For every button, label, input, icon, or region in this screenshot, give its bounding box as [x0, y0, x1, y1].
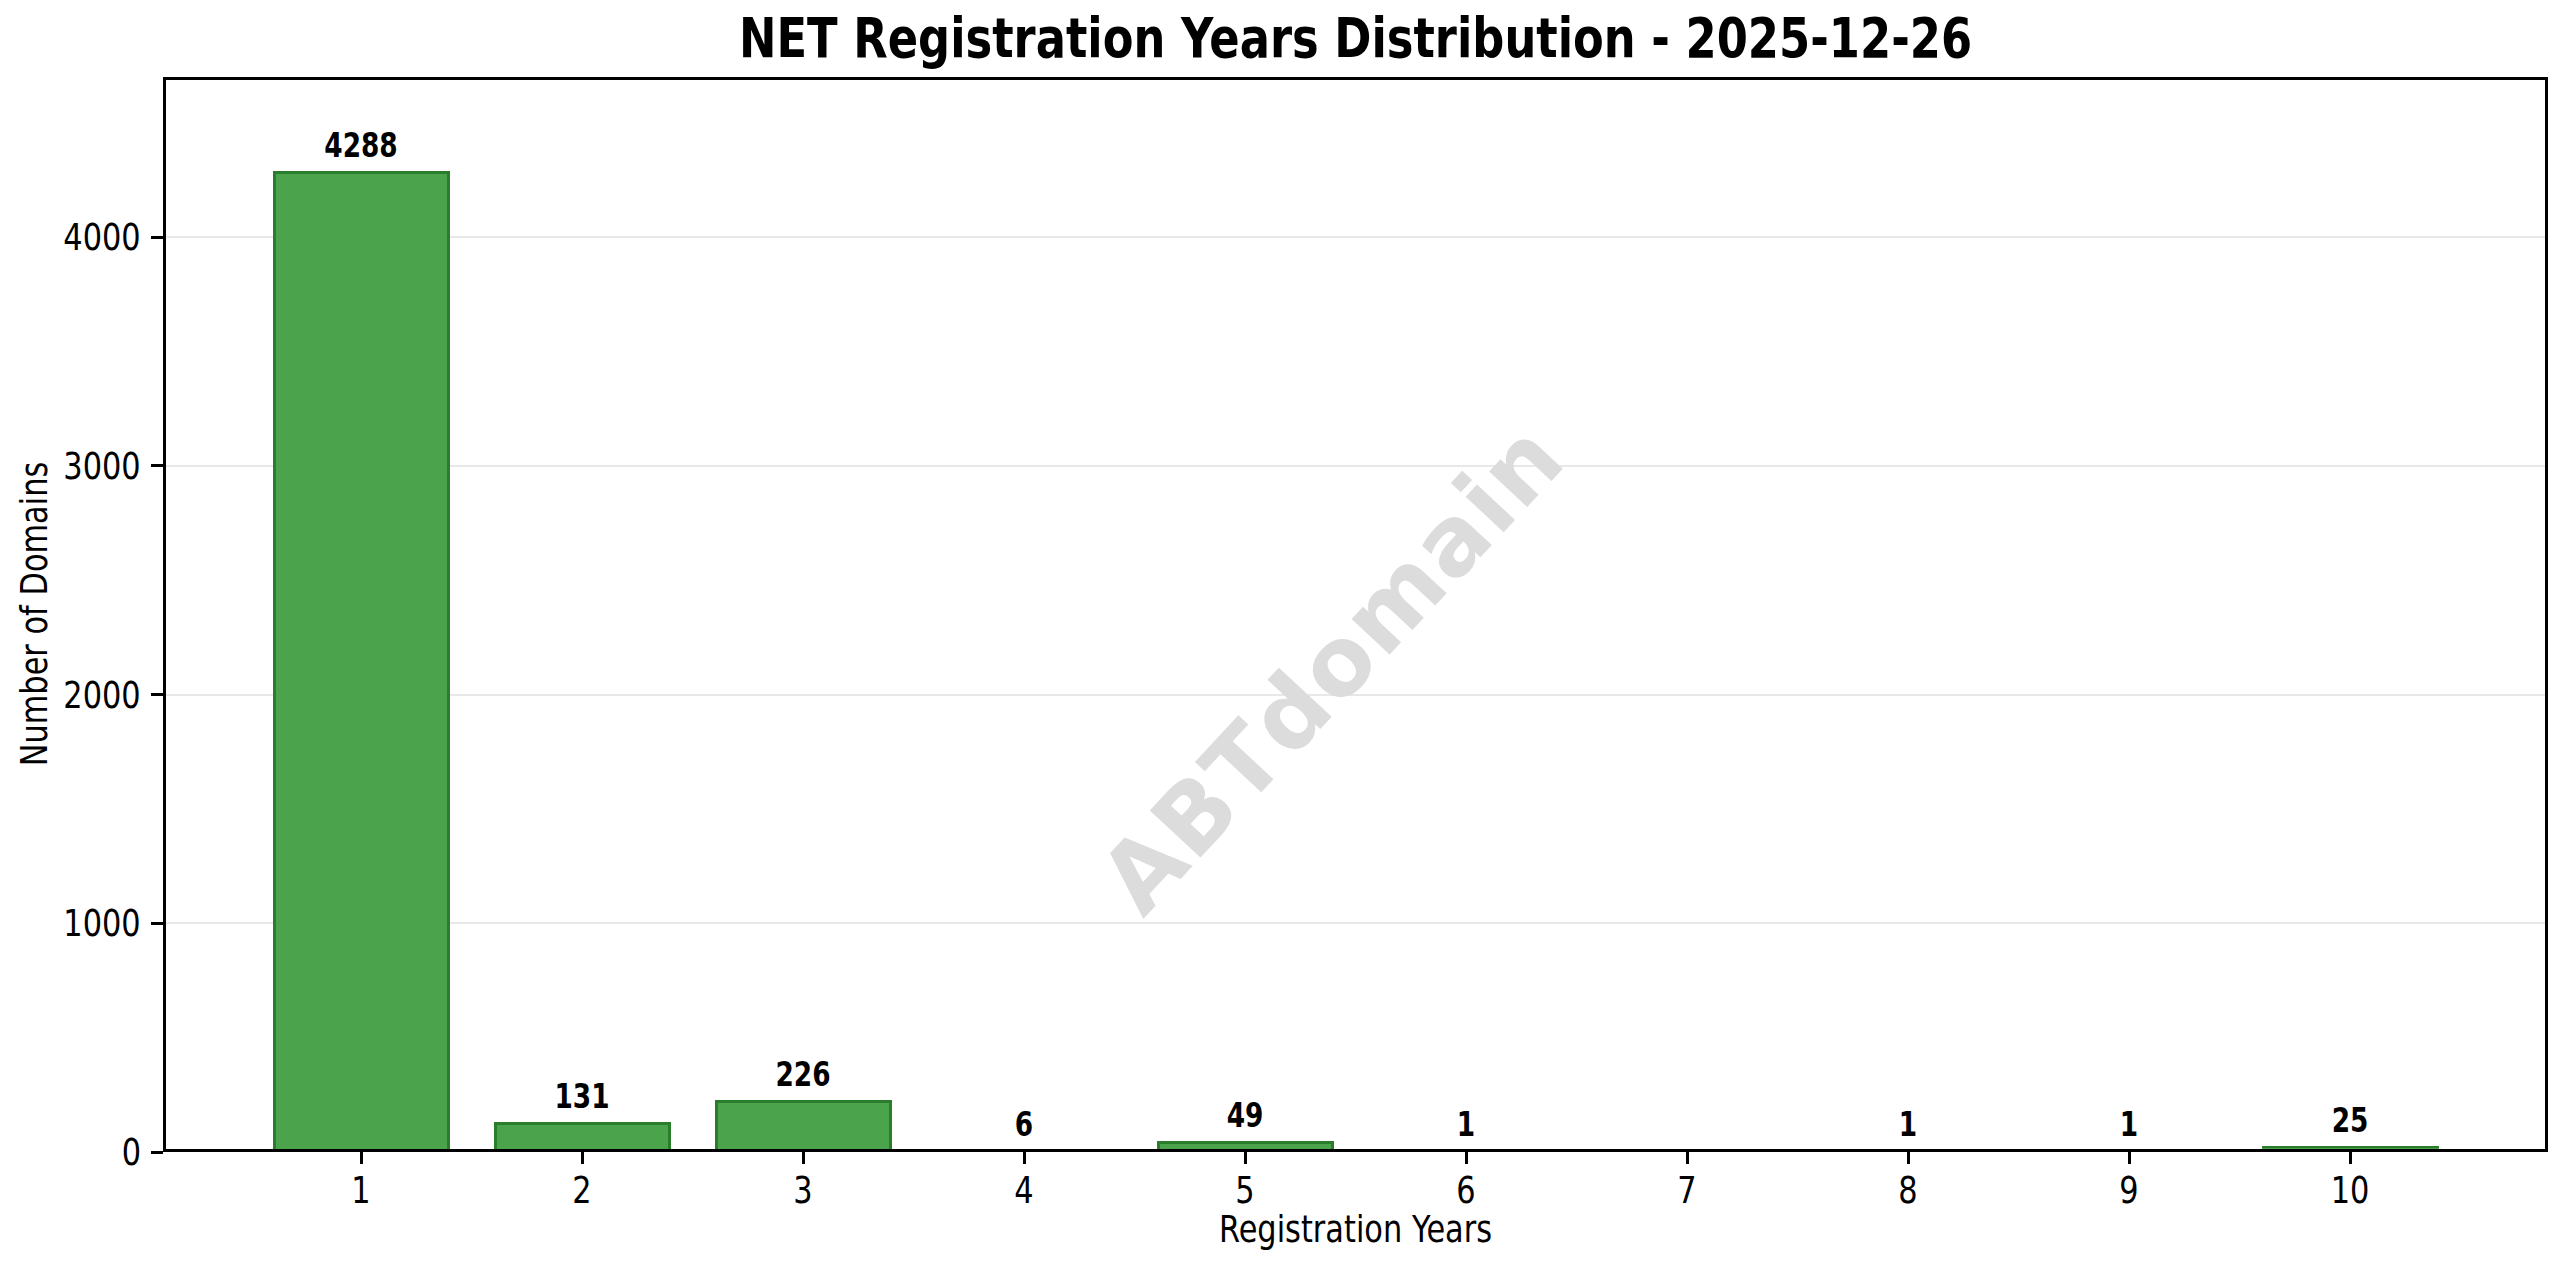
bar-year-5 — [1157, 1141, 1334, 1152]
x-tick-label-3: 3 — [793, 1168, 812, 1212]
y-axis-title: Number of Domains — [12, 462, 56, 767]
x-tick-label-8: 8 — [1898, 1168, 1917, 1212]
gridline-1000 — [163, 922, 2548, 924]
bar-value-label-1: 4288 — [324, 126, 397, 165]
chart-title: NET Registration Years Distribution - 20… — [402, 6, 2310, 70]
x-tick-label-7: 7 — [1677, 1168, 1696, 1212]
y-tick-label-2000: 2000 — [64, 673, 141, 717]
bar-year-8 — [1820, 1150, 1997, 1152]
x-tick-label-1: 1 — [351, 1168, 370, 1212]
x-tick-mark-5 — [1244, 1152, 1247, 1164]
y-tick-mark-0 — [151, 1151, 163, 1154]
x-tick-mark-10 — [2349, 1152, 2352, 1164]
x-tick-label-9: 9 — [2119, 1168, 2138, 1212]
bar-value-label-9: 1 — [2120, 1105, 2138, 1144]
bar-year-10 — [2262, 1146, 2439, 1152]
bar-year-1 — [273, 171, 450, 1152]
x-tick-label-6: 6 — [1456, 1168, 1475, 1212]
x-tick-mark-2 — [581, 1152, 584, 1164]
bar-year-2 — [494, 1122, 671, 1152]
bar-year-4 — [936, 1150, 1113, 1152]
y-tick-mark-3000 — [151, 464, 163, 467]
x-tick-mark-7 — [1686, 1152, 1689, 1164]
bar-value-label-8: 1 — [1899, 1105, 1917, 1144]
x-tick-label-5: 5 — [1235, 1168, 1254, 1212]
y-tick-label-4000: 4000 — [64, 215, 141, 259]
bar-value-label-6: 1 — [1457, 1105, 1475, 1144]
bar-value-label-5: 49 — [1227, 1096, 1264, 1135]
y-tick-label-3000: 3000 — [64, 444, 141, 488]
gridline-4000 — [163, 236, 2548, 238]
x-tick-label-4: 4 — [1014, 1168, 1033, 1212]
x-tick-mark-3 — [802, 1152, 805, 1164]
y-tick-mark-1000 — [151, 922, 163, 925]
y-tick-mark-2000 — [151, 693, 163, 696]
x-tick-mark-9 — [2128, 1152, 2131, 1164]
x-tick-mark-1 — [360, 1152, 363, 1164]
bar-value-label-4: 6 — [1015, 1105, 1033, 1144]
y-tick-label-1000: 1000 — [64, 901, 141, 945]
x-tick-label-10: 10 — [2331, 1168, 2370, 1212]
x-tick-mark-4 — [1023, 1152, 1026, 1164]
x-tick-label-2: 2 — [572, 1168, 591, 1212]
bar-value-label-10: 25 — [2332, 1101, 2369, 1140]
gridline-3000 — [163, 465, 2548, 467]
bar-year-3 — [715, 1100, 892, 1152]
bar-year-9 — [2041, 1150, 2218, 1152]
watermark-text: ABTdomain — [1078, 402, 1585, 934]
x-tick-mark-8 — [1907, 1152, 1910, 1164]
bar-value-label-2: 131 — [554, 1077, 609, 1116]
y-tick-label-0: 0 — [122, 1130, 141, 1174]
x-axis-title: Registration Years — [402, 1207, 2310, 1251]
bar-value-label-3: 226 — [775, 1055, 830, 1094]
y-tick-mark-4000 — [151, 236, 163, 239]
x-tick-mark-6 — [1465, 1152, 1468, 1164]
bar-year-6 — [1378, 1150, 1555, 1152]
bar-chart-figure: NET Registration Years Distribution - 20… — [0, 0, 2560, 1271]
plot-area: ABTdomain 4288 131 226 6 49 1 1 1 25 — [163, 77, 2548, 1152]
